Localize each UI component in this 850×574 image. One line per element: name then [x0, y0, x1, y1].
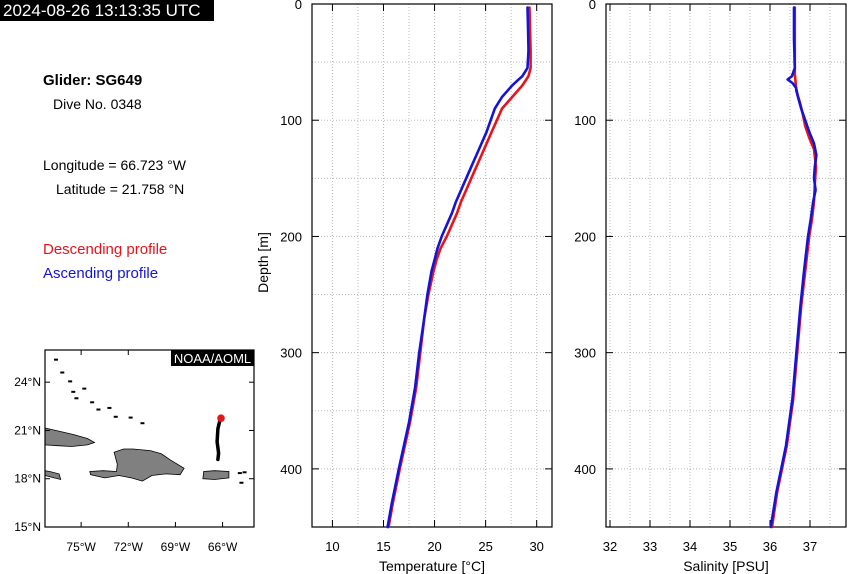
y-tick-label: 300 [280, 346, 302, 361]
island-mark [113, 415, 118, 418]
hispaniola-landmass [89, 448, 185, 482]
y-tick-label: 0 [295, 0, 302, 12]
ascending-profile-line [769, 6, 818, 529]
x-tick-label: 33 [643, 539, 657, 554]
island-mark [128, 416, 133, 419]
map-x-tick-label: 66°W [208, 540, 238, 554]
y-tick-label: 400 [574, 462, 596, 477]
island-mark [239, 481, 244, 484]
island-mark [71, 390, 76, 393]
island-mark [90, 401, 95, 404]
map-y-tick-label: 18°N [14, 472, 41, 486]
map-y-tick-label: 21°N [14, 423, 41, 437]
x-tick-label: 34 [683, 539, 697, 554]
x-axis-label: Salinity [PSU] [683, 558, 769, 574]
x-tick-label: 30 [529, 539, 543, 554]
x-tick-label: 10 [325, 539, 339, 554]
map-x-tick-label: 72°W [114, 540, 144, 554]
island-mark [82, 387, 87, 390]
chart-panel-1: 0 100 200 300 400 10 15 20 25 30 Temperature [°C] D… [255, 0, 553, 574]
y-tick-label: 200 [280, 229, 302, 244]
map-y-tick-label: 15°N [14, 520, 41, 534]
glider-name: Glider: SG649 [43, 72, 143, 89]
island-mark [96, 408, 101, 411]
y-tick-label: 400 [280, 462, 302, 477]
dive-number: Dive No. 0348 [53, 96, 142, 112]
map-y-tick-label: 24°N [14, 375, 41, 389]
map-badge-background [171, 350, 254, 366]
y-tick-label: 100 [574, 113, 596, 128]
puerto-rico-landmass [202, 470, 230, 480]
island-mark [237, 472, 242, 475]
map-frame [44, 349, 255, 528]
island-mark [74, 397, 79, 400]
island-mark [68, 380, 73, 383]
x-tick-label: 32 [603, 539, 617, 554]
x-tick-label: 37 [803, 539, 817, 554]
glider-position-marker [217, 414, 225, 423]
plot-frame [311, 3, 553, 528]
y-axis-label: Depth [m] [255, 232, 271, 293]
legend-ascending: Ascending profile [43, 265, 159, 282]
legend-descending: Descending profile [43, 241, 168, 258]
map-x-tick-label: 75°W [66, 540, 96, 554]
island-mark [60, 371, 65, 374]
cuba-landmass [44, 427, 96, 447]
map-x-tick-label: 69°W [161, 540, 191, 554]
plot-frame [605, 3, 847, 528]
island-mark [242, 471, 247, 474]
chart-panel-2: 0 100 200 300 400 32 33 34 35 36 37 Salinity [PSU] [574, 0, 847, 574]
x-tick-label: 35 [723, 539, 737, 554]
map-badge-label: NOAA/AOML [174, 351, 251, 366]
island-mark [107, 406, 112, 409]
x-tick-label: 25 [478, 539, 492, 554]
island-mark [54, 358, 58, 361]
y-tick-label: 300 [574, 346, 596, 361]
y-tick-label: 0 [589, 0, 596, 12]
location-map: NOAA/AOML 75°W 72°W 69°W 66°W 24°N 21°N 18°N 15°… [14, 349, 255, 554]
y-tick-label: 100 [280, 113, 302, 128]
x-axis-label: Temperature [°C] [379, 558, 485, 574]
x-tick-label: 15 [376, 539, 390, 554]
y-tick-label: 200 [574, 229, 596, 244]
ascending-profile-line [386, 6, 530, 529]
longitude-label: Longitude = 66.723 °W [43, 157, 186, 173]
latitude-label: Latitude = 21.758 °N [56, 181, 185, 197]
timestamp-label: 2024-08-26 13:13:35 UTC [0, 0, 214, 21]
x-tick-label: 36 [763, 539, 777, 554]
x-tick-label: 20 [427, 539, 441, 554]
island-mark [140, 422, 145, 425]
